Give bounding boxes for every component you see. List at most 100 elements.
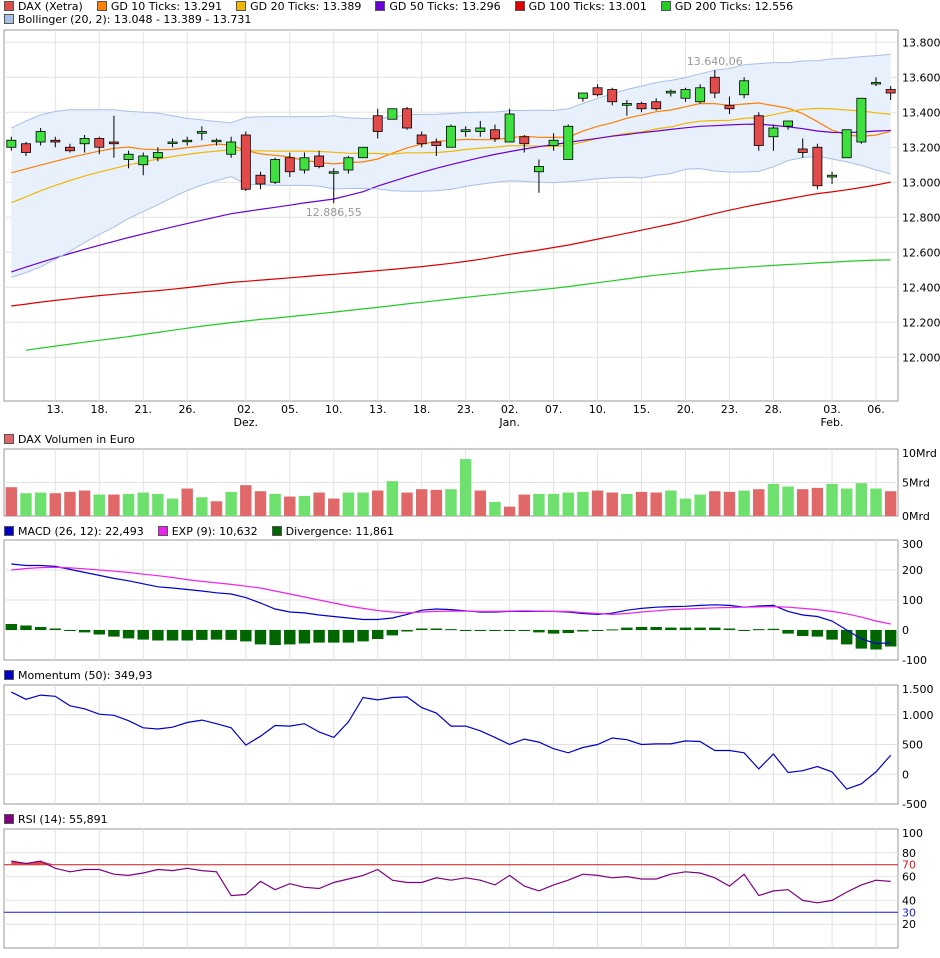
candle xyxy=(651,101,662,110)
volume-bar xyxy=(372,490,384,516)
volume-panel: 10Mrd 5Mrd 0Mrd xyxy=(3,447,937,523)
volume-bar xyxy=(430,489,443,516)
rsi-ytick-label: 60 xyxy=(902,871,916,884)
divergence-bar xyxy=(49,628,62,630)
candle xyxy=(490,129,500,139)
candle xyxy=(94,138,105,148)
divergence-bar xyxy=(166,630,179,641)
divergence-bar xyxy=(679,627,692,630)
volume-bar xyxy=(723,491,736,516)
price-annotation: 12.886,55 xyxy=(306,206,362,219)
legend-swatch xyxy=(236,1,247,11)
momentum-ytick-label: 1.000 xyxy=(902,709,934,722)
candle xyxy=(446,125,456,148)
series-gd-200-ticks xyxy=(25,259,891,351)
volume-bar xyxy=(313,492,325,516)
divergence-bar xyxy=(269,630,281,645)
divergence-bar xyxy=(694,627,706,630)
candle xyxy=(636,103,647,110)
volume-ytick-label: 5Mrd xyxy=(902,477,930,490)
divergence-bar xyxy=(284,630,296,645)
volume-bar xyxy=(254,491,267,516)
candle xyxy=(856,97,867,143)
candle xyxy=(812,146,823,187)
legend-divergence: Divergence: 11,861 xyxy=(271,525,394,539)
macd-ytick-label: 0 xyxy=(902,624,909,637)
candle xyxy=(592,87,603,96)
candle xyxy=(460,129,471,132)
legend-gd200: GD 200 Ticks: 12.556 xyxy=(660,0,793,14)
volume-bar xyxy=(621,493,633,516)
volume-bar xyxy=(210,501,223,516)
candle xyxy=(240,134,251,190)
candle xyxy=(783,120,794,127)
divergence-bar xyxy=(738,630,750,631)
x-tick-label: 23. xyxy=(721,403,739,416)
candle xyxy=(123,153,134,160)
candle xyxy=(284,157,295,173)
divergence-bar xyxy=(665,627,677,630)
macd-ytick-label: -100 xyxy=(902,654,927,667)
divergence-bar xyxy=(489,630,501,631)
legend-swatch xyxy=(4,1,14,11)
volume-bar xyxy=(797,489,809,516)
volume-bar xyxy=(562,492,574,516)
divergence-bar xyxy=(606,629,618,631)
price-ytick-label: 13.200 xyxy=(902,141,940,154)
candle xyxy=(35,131,46,143)
divergence-bar xyxy=(709,627,721,630)
momentum-line xyxy=(11,691,892,790)
legend-gd100: GD 100 Ticks: 13.001 xyxy=(514,0,647,14)
price-ytick-label: 13.400 xyxy=(902,106,940,119)
divergence-bar xyxy=(621,627,633,630)
legend-swatch xyxy=(4,814,14,824)
x-tick-label: 21. xyxy=(134,403,152,416)
macd-ytick-label: 300 xyxy=(902,538,923,551)
x-tick-sublabel: Jan. xyxy=(498,416,519,429)
volume-bar xyxy=(503,506,516,516)
divergence-bar xyxy=(122,630,135,639)
divergence-bar xyxy=(562,630,574,633)
volume-ytick-label: 0Mrd xyxy=(902,510,930,523)
legend-volume: DAX Volumen in Euro xyxy=(4,433,135,447)
legend-label: DAX Volumen in Euro xyxy=(18,433,135,446)
candle xyxy=(548,139,559,146)
divergence-bar xyxy=(152,630,164,641)
volume-bar xyxy=(386,481,399,516)
price-ytick-label: 12.400 xyxy=(902,281,940,294)
volume-bar xyxy=(20,493,32,516)
candle xyxy=(343,157,354,171)
volume-bar xyxy=(357,492,369,516)
volume-bar xyxy=(665,490,677,516)
legend-swatch xyxy=(157,526,168,536)
x-tick-label: 03. xyxy=(823,403,841,416)
rsi-ytick-label: 20 xyxy=(902,918,916,931)
divergence-bar xyxy=(753,629,765,631)
volume-bar xyxy=(269,493,281,516)
divergence-bar xyxy=(811,630,824,637)
legend-label: Bollinger (20, 2): 13.048 - 13.389 - 13.… xyxy=(18,13,252,26)
divergence-bar xyxy=(254,630,267,645)
volume-bar xyxy=(811,487,824,516)
volume-legend: DAX Volumen in Euro xyxy=(4,433,149,447)
price-panel: 13.800 13.600 13.400 13.200 13.000 12.800 12.6… xyxy=(3,29,940,429)
volume-bar xyxy=(855,483,868,516)
volume-bar xyxy=(240,485,252,516)
macd-ytick-label: 200 xyxy=(902,564,923,577)
rsi-line xyxy=(11,860,891,904)
volume-bar xyxy=(196,497,208,516)
divergence-bar xyxy=(767,628,780,630)
divergence-bar xyxy=(415,628,428,630)
divergence-bar xyxy=(797,630,809,636)
divergence-bar xyxy=(826,630,838,640)
legend-swatch xyxy=(96,1,107,11)
price-ytick-label: 13.000 xyxy=(902,176,940,189)
divergence-bar xyxy=(870,630,882,650)
volume-bar xyxy=(284,496,296,516)
volume-bar xyxy=(298,495,311,516)
macd-legend: MACD (26, 12): 22,493 EXP (9): 10,632 Dive… xyxy=(4,525,408,539)
volume-bar xyxy=(489,501,501,516)
volume-bar xyxy=(93,494,105,516)
x-tick-sublabel: Feb. xyxy=(821,416,844,429)
volume-bar xyxy=(78,490,91,516)
